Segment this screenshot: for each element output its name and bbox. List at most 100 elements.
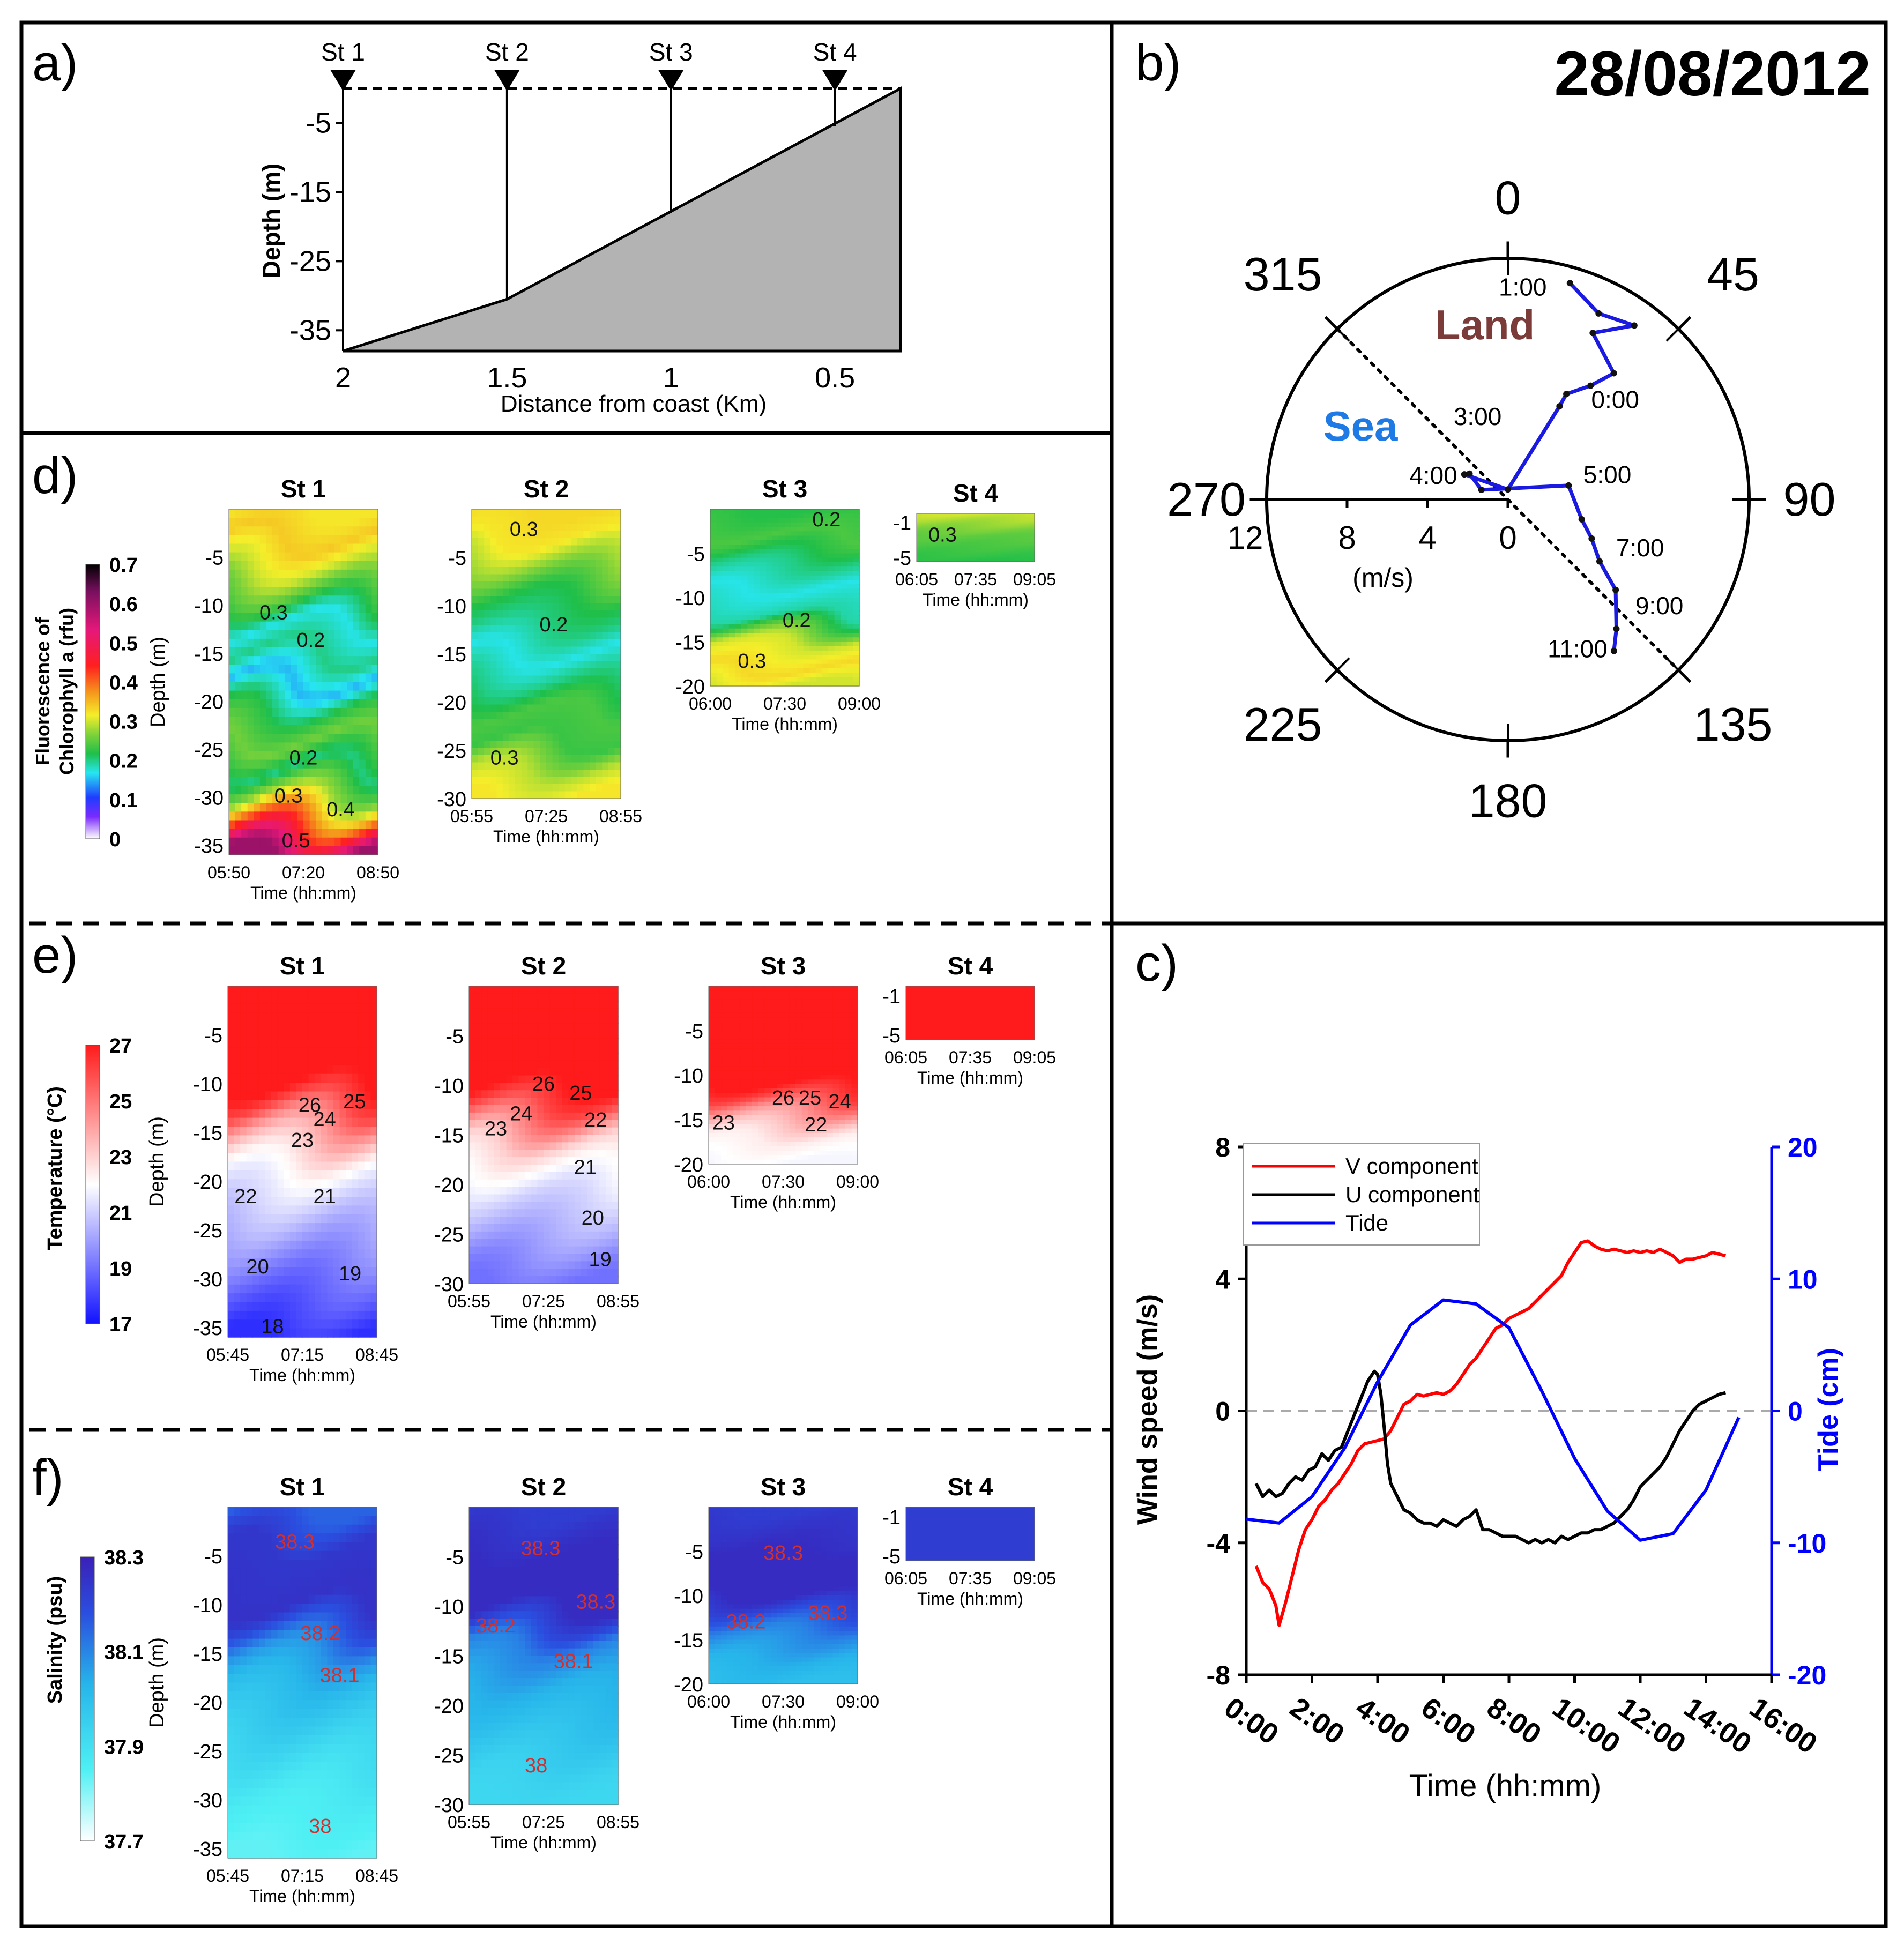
heatmap-cell: [246, 1109, 254, 1119]
heatmap-cell: [364, 1161, 371, 1171]
heatmap-cell: [352, 1232, 359, 1241]
heatmap-cell: [917, 533, 922, 535]
heatmap-cell: [346, 1302, 353, 1311]
heatmap-cell: [484, 603, 491, 611]
angle-tick-inner: [1665, 328, 1679, 342]
heatmap-cell: [502, 748, 510, 756]
heatmap-cell: [797, 535, 804, 541]
heatmap-cell: [358, 1214, 365, 1224]
heatmap-cell: [577, 791, 584, 799]
heatmap-st-1: St 10.30.20.20.30.40.5-5-10-15-20-25-30-…: [147, 475, 399, 903]
heatmap-cell: [297, 759, 304, 769]
heatmap-cell: [791, 606, 798, 612]
heatmap-cell: [778, 575, 785, 580]
heatmap-cell: [291, 656, 298, 666]
heatmap-cell: [333, 1056, 340, 1066]
heatmap-cell: [747, 620, 754, 625]
heatmap-cell: [853, 588, 860, 594]
heatmap-cell: [846, 610, 854, 616]
heatmap-cell: [1010, 554, 1016, 556]
heatmap-cell: [970, 535, 976, 537]
heatmap-cell: [951, 543, 957, 546]
heatmap-cell: [327, 1267, 334, 1277]
heatmap-cell: [272, 707, 279, 717]
heatmap-cell: [965, 516, 971, 518]
heatmap-cell: [917, 550, 922, 553]
heatmap-cell: [328, 820, 335, 830]
heatmap-cell: [965, 534, 971, 536]
heatmap-cell: [496, 610, 503, 618]
heatmap-cell: [1005, 528, 1010, 530]
heatmap-cell: [834, 571, 842, 576]
heatmap-cell: [509, 733, 516, 741]
heatmap-cell: [228, 1284, 235, 1294]
heatmap-cell: [484, 755, 491, 763]
heatmap-cell: [1000, 540, 1006, 542]
heatmap-cell: [285, 673, 292, 683]
heatmap-cell: [941, 546, 947, 548]
heatmap-cell: [754, 549, 761, 554]
heatmap-cell: [822, 549, 829, 554]
heatmap-cell: [846, 663, 854, 669]
heatmap-cell: [334, 803, 341, 812]
heatmap-cell: [228, 1056, 235, 1066]
heatmap-cell: [608, 610, 615, 618]
heatmap-cell: [853, 540, 860, 545]
heatmap-cell: [931, 548, 937, 550]
heatmap-cell: [228, 1170, 235, 1180]
heatmap-cell: [308, 1284, 315, 1294]
heatmap-cell: [815, 557, 823, 563]
heatmap-cell: [472, 531, 479, 539]
heatmap-cell: [309, 526, 316, 536]
heatmap-cell: [723, 513, 730, 519]
heatmap-cell: [735, 642, 742, 647]
heatmap-cell: [235, 595, 242, 605]
heatmap-cell: [946, 530, 951, 532]
heatmap-cell: [723, 593, 730, 598]
heatmap-cell: [596, 596, 603, 604]
heatmap-cell: [841, 509, 847, 515]
heatmap-cell: [246, 1073, 254, 1083]
heatmap-cell: [259, 587, 267, 597]
heatmap-cell: [339, 1135, 346, 1145]
heatmap-cell: [1020, 557, 1025, 559]
heatmap-cell: [828, 646, 835, 651]
heatmap-cell: [760, 673, 767, 678]
heatmap-cell: [834, 651, 842, 656]
heatmap-cell: [521, 704, 529, 712]
heatmap-cell: [515, 770, 522, 778]
heatmap-cell: [1005, 543, 1010, 546]
heatmap-cell: [247, 777, 255, 786]
heatmap-cell: [970, 536, 976, 538]
heatmap-cell: [364, 1214, 371, 1224]
heatmap-cell: [339, 1109, 346, 1119]
heatmap-cell: [552, 531, 559, 539]
heatmap-cell: [778, 531, 785, 536]
heatmap-cell: [521, 733, 529, 741]
heatmap-cell: [271, 1284, 278, 1294]
heatmap-cell: [533, 538, 541, 546]
heatmap-cell: [308, 1267, 315, 1277]
heatmap-cell: [284, 1161, 291, 1171]
heatmap-cell: [252, 1083, 259, 1092]
heatmap-cell: [1000, 523, 1006, 525]
heatmap-cell: [527, 683, 534, 691]
heatmap-cell: [308, 1258, 315, 1267]
heatmap-cell: [828, 677, 835, 682]
heatmap-cell: [327, 1276, 334, 1285]
heatmap-cell: [370, 1258, 377, 1267]
heatmap-cell: [364, 1293, 371, 1303]
heatmap-cell: [815, 593, 823, 598]
heatmap-cell: [921, 515, 927, 517]
heatmap-cell: [285, 725, 292, 735]
heatmap-cell: [229, 786, 236, 795]
heatmap-cell: [496, 617, 503, 625]
heatmap-cell: [1010, 524, 1016, 526]
heatmap-cell: [772, 545, 779, 550]
heatmap-cell: [596, 610, 603, 618]
seabed-profile: [343, 86, 902, 353]
heatmap-cell: [571, 646, 578, 654]
heatmap-cell: [931, 542, 937, 545]
heatmap-cell: [931, 538, 937, 540]
heatmap-cell: [931, 558, 937, 560]
